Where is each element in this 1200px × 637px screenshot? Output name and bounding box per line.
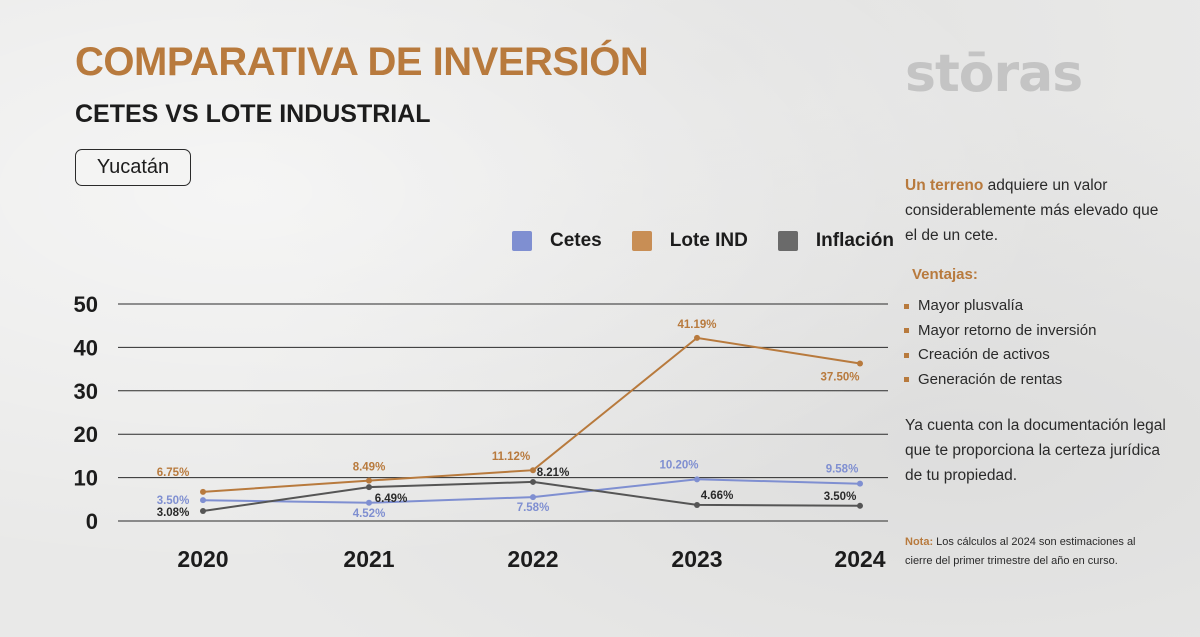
chart-grid (118, 303, 888, 522)
ventaja-label: Generación de rentas (918, 370, 1063, 388)
data-label-inflacion: 3.50% (824, 491, 857, 503)
ventaja-label: Creación de activos (918, 346, 1050, 363)
data-point-inflacion (200, 508, 206, 515)
data-point-lote (694, 334, 700, 341)
data-point-cetes (694, 476, 700, 483)
note-text: Los cálculos al 2024 son estimaciones al… (905, 536, 1136, 567)
legend-swatch-lote (631, 231, 652, 251)
chart-points (200, 334, 863, 515)
ventaja-item: Mayor plusvalía (904, 294, 1096, 319)
data-label-inflacion: 6.49% (375, 493, 408, 505)
footnote: Nota: Los cálculos al 2024 son estimacio… (905, 533, 1165, 571)
data-label-cetes: 3.50% (157, 495, 190, 507)
ventaja-item: Mayor retorno de inversión (904, 319, 1096, 344)
chart-series (202, 336, 861, 512)
bullet-icon (904, 328, 909, 334)
data-label-cetes: 9.58% (826, 464, 859, 476)
data-point-lote (366, 477, 372, 484)
note-label: Nota: (905, 536, 934, 548)
data-point-inflacion (857, 502, 863, 509)
data-label-lote: 6.75% (157, 467, 190, 479)
y-tick-label: 30 (74, 379, 98, 404)
chart-data-labels: 3.50% 4.52% 7.58% 10.20% 9.58% 6.75% 8.49% 11.1… (157, 319, 860, 520)
legend-item-inflacion: Inflación (777, 230, 894, 252)
documentation-text: Ya cuenta con la documentación legal que… (905, 417, 1166, 484)
x-tick-label: 2021 (343, 546, 394, 572)
data-label-cetes: 7.58% (517, 502, 550, 514)
data-point-cetes (366, 499, 372, 506)
y-axis: 0 10 20 30 40 50 (74, 292, 98, 534)
legend-swatch-cetes (512, 231, 532, 251)
data-label-cetes: 10.20% (659, 459, 698, 471)
region-badge: Yucatán (75, 149, 191, 186)
bullet-icon (904, 303, 909, 309)
legend-item-lote: Lote IND (631, 230, 748, 252)
data-label-lote: 8.49% (353, 462, 386, 474)
ventaja-label: Mayor plusvalía (918, 297, 1024, 314)
data-label-lote: 11.12% (492, 451, 530, 463)
data-label-lote: 41.19% (677, 319, 716, 331)
ventajas-title: Ventajas: (912, 266, 978, 283)
legend-label-cetes: Cetes (550, 230, 602, 251)
page-subtitle: CETES VS LOTE INDUSTRIAL (75, 100, 431, 128)
ventaja-item: Creación de activos (904, 343, 1096, 368)
page-title: COMPARATIVA DE INVERSIÓN (75, 40, 649, 84)
y-tick-label: 20 (74, 422, 98, 447)
y-tick-label: 10 (74, 466, 98, 491)
data-point-cetes (200, 497, 206, 504)
x-tick-label: 2020 (177, 546, 228, 572)
ventajas-list: Mayor plusvalía Mayor retorno de inversi… (904, 294, 1096, 392)
x-tick-label: 2024 (834, 546, 885, 572)
x-axis: 2020 2021 2022 2023 2024 (177, 546, 885, 572)
data-label-cetes: 4.52% (353, 508, 386, 520)
legend-item-cetes: Cetes (512, 230, 602, 252)
data-label-lote: 37.50% (820, 371, 859, 383)
data-point-lote (530, 467, 536, 474)
data-label-inflacion: 8.21% (537, 467, 570, 479)
ventaja-label: Mayor retorno de inversión (918, 321, 1097, 339)
data-point-inflacion (530, 478, 536, 485)
y-tick-label: 50 (74, 292, 98, 317)
x-tick-label: 2023 (671, 546, 722, 572)
brand-logo: stōras (905, 44, 1083, 104)
y-tick-label: 40 (74, 335, 98, 360)
data-label-inflacion: 4.66% (701, 490, 734, 502)
chart-legend: Cetes Lote IND Inflación (512, 228, 894, 254)
bullet-icon (904, 352, 909, 358)
data-point-cetes (857, 480, 863, 487)
legend-label-inflacion: Inflación (815, 230, 894, 251)
side-intro: Un terreno adquiere un valor considerabl… (905, 173, 1165, 248)
intro-highlight: Un terreno (905, 177, 984, 194)
data-point-cetes (530, 494, 536, 501)
ventaja-item: Generación de rentas (904, 368, 1096, 393)
bullet-icon (904, 377, 909, 383)
x-tick-label: 2022 (507, 546, 558, 572)
data-label-inflacion: 3.08% (157, 507, 190, 519)
legend-label-lote: Lote IND (669, 230, 748, 251)
data-point-inflacion (694, 501, 700, 508)
data-point-lote (200, 488, 206, 495)
intro-text: adquiere un valor considerablemente más … (905, 177, 1159, 244)
legend-swatch-inflacion (777, 231, 798, 251)
data-point-inflacion (366, 484, 372, 491)
y-tick-label: 0 (86, 509, 98, 534)
data-point-lote (857, 360, 863, 367)
